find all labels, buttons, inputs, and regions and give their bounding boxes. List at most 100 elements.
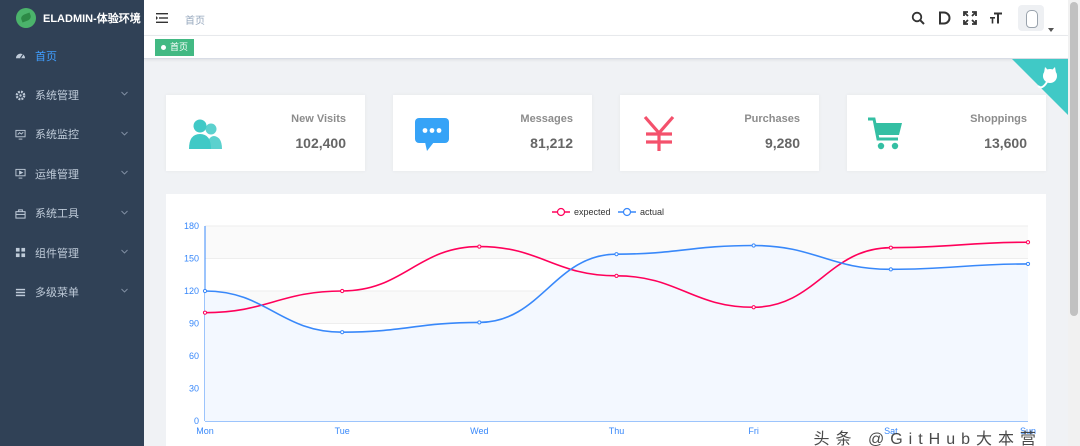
sidebar-item-label: 运维管理: [35, 168, 79, 181]
monitor-icon: [14, 128, 26, 140]
yen-icon: [640, 115, 678, 153]
panel-label: Messages: [520, 113, 573, 125]
data-point-actual: [477, 320, 482, 325]
chevron-down-icon: [121, 131, 128, 136]
data-point-expected: [340, 288, 345, 294]
legend-marker-expected: [556, 207, 566, 217]
legend-label-expected: expected: [574, 207, 611, 217]
data-point-expected: [614, 273, 619, 278]
sidebar-item-4[interactable]: 系统工具: [0, 194, 144, 233]
panel-value: 81,212: [530, 135, 573, 151]
sidebar-item-3[interactable]: 运维管理: [0, 154, 144, 193]
sidebar-item-label: 组件管理: [35, 247, 79, 260]
legend-label-actual: actual: [640, 207, 664, 217]
sidebar-item-label: 系统监控: [35, 129, 79, 142]
panel-label: Purchases: [744, 113, 800, 125]
x-tick-label: Tue: [335, 426, 350, 436]
data-point-expected: [202, 310, 208, 315]
sidebar: ELADMIN-体验环境 首页系统管理系统监控运维管理系统工具组件管理多级菜单: [0, 0, 144, 446]
panel-label: New Visits: [291, 113, 346, 125]
x-tick-label: Thu: [609, 426, 625, 436]
page-scrollbar[interactable]: [1068, 0, 1080, 446]
data-point-expected: [477, 244, 482, 249]
navbar: 首页: [144, 0, 1068, 36]
data-point-actual: [751, 243, 756, 248]
tags-view: 首页: [144, 36, 1068, 59]
watermark: 头条 @GitHub大本营: [813, 431, 1042, 446]
ops-monitor-icon: [14, 168, 26, 180]
sidebar-item-label: 系统管理: [35, 90, 79, 103]
panel-value: 9,280: [764, 135, 800, 151]
navbar-actions: [911, 0, 1068, 36]
x-tick-label: Mon: [196, 426, 214, 436]
chevron-down-icon: [121, 170, 128, 175]
y-tick-label: 120: [184, 286, 199, 296]
panel-value: 102,400: [295, 135, 346, 151]
search-icon[interactable]: [911, 11, 925, 25]
tag-label: 首页: [170, 42, 189, 52]
data-point-actual: [614, 252, 619, 257]
avatar[interactable]: [1018, 5, 1044, 31]
grid-icon: [14, 247, 26, 259]
data-point-expected: [1025, 240, 1031, 245]
people-icon: [186, 115, 224, 153]
hamburger-icon[interactable]: [156, 11, 168, 23]
app-title: ELADMIN-体验环境: [43, 13, 141, 25]
panel-shoppings[interactable]: Shoppings 13,600: [847, 95, 1046, 171]
sidebar-item-1[interactable]: 系统管理: [0, 75, 144, 114]
chevron-down-icon: [121, 210, 128, 215]
x-tick-label: Wed: [470, 426, 488, 436]
sidebar-item-label: 多级菜单: [35, 287, 79, 300]
panel-new-visits[interactable]: New Visits 102,400: [166, 95, 365, 171]
chevron-down-icon: [121, 289, 128, 293]
data-point-expected: [751, 305, 756, 310]
fullscreen-icon[interactable]: [963, 11, 977, 25]
breadcrumb[interactable]: 首页: [185, 16, 205, 27]
toolbox-icon: [14, 207, 26, 219]
leaf-logo-icon: [16, 8, 36, 28]
line-chart: 0 30 60 90 120 150 180 Mon Tue Wed Thu Fri Sat Sun exp…: [184, 207, 1036, 436]
y-tick-label: 0: [194, 416, 199, 426]
y-tick-label: 90: [189, 319, 199, 329]
data-point-actual: [340, 330, 345, 335]
x-tick-label: Sun: [1020, 426, 1036, 436]
y-tick-label: 60: [189, 351, 199, 361]
panel-value: 13,600: [984, 135, 1027, 151]
gear-icon: [14, 89, 26, 101]
panel-label: Shoppings: [970, 113, 1027, 125]
list-icon: [14, 286, 26, 298]
scrollbar-thumb[interactable]: [1070, 2, 1078, 316]
panel-messages[interactable]: Messages 81,212: [393, 95, 592, 171]
dashboard-icon: [14, 50, 26, 62]
sidebar-item-label: 首页: [35, 50, 57, 63]
sidebar-item-0[interactable]: 首页: [0, 36, 144, 75]
sidebar-item-2[interactable]: 系统监控: [0, 115, 144, 154]
tag-active-dot: [161, 45, 166, 50]
y-tick-label: 30: [189, 384, 199, 394]
message-icon: [413, 115, 451, 153]
tag-home[interactable]: 首页: [155, 39, 195, 56]
font-size-icon[interactable]: [989, 11, 1003, 25]
data-point-actual: [1025, 261, 1031, 267]
legend-marker-actual: [622, 207, 632, 217]
series-area-actual: [205, 245, 1028, 421]
caret-down-icon[interactable]: [1048, 20, 1054, 32]
sidebar-item-label: 系统工具: [35, 208, 79, 221]
app-logo[interactable]: ELADMIN-体验环境: [0, 0, 144, 36]
shopping-cart-icon: [867, 115, 905, 153]
panel-purchases[interactable]: Purchases 9,280: [620, 95, 819, 171]
data-point-expected: [888, 245, 893, 250]
sidebar-menu: 首页系统管理系统监控运维管理系统工具组件管理多级菜单: [0, 36, 144, 312]
line-chart-card: 0 30 60 90 120 150 180 Mon Tue Wed Thu Fri Sat Sun exp…: [166, 194, 1046, 446]
doc-icon[interactable]: [937, 11, 951, 25]
github-corner-icon[interactable]: [1012, 59, 1068, 115]
y-tick-label: 180: [184, 221, 199, 231]
x-tick-label: Sat: [884, 426, 898, 436]
y-tick-label: 150: [184, 254, 199, 264]
data-point-actual: [888, 267, 893, 272]
sidebar-item-5[interactable]: 组件管理: [0, 233, 144, 272]
chevron-down-icon: [121, 92, 128, 97]
chevron-down-icon: [121, 249, 128, 254]
x-tick-label: Fri: [748, 426, 759, 436]
sidebar-item-6[interactable]: 多级菜单: [0, 272, 144, 311]
